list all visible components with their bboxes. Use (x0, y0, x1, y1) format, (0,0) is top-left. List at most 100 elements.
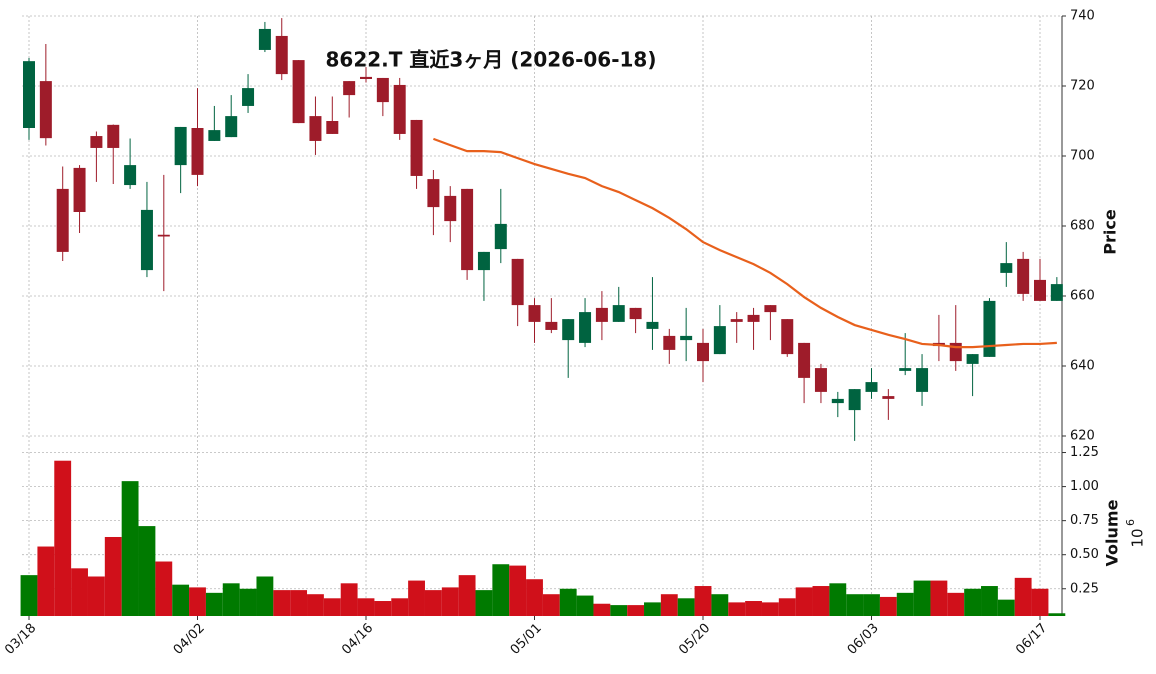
volume-bar (947, 592, 965, 616)
candle-body (343, 81, 356, 96)
offset-exponent: 6 (1124, 519, 1137, 526)
candle-body (393, 84, 406, 134)
candle-body (477, 251, 490, 271)
volume-bar (189, 587, 206, 616)
candle-body (562, 319, 575, 341)
volume-bar (981, 586, 998, 616)
candle-body (865, 382, 878, 392)
y-tick-label: 640 (1070, 359, 1095, 374)
candle-body (191, 128, 204, 175)
volume-bar (408, 580, 425, 616)
volume-bar (475, 590, 493, 616)
volume-bar (290, 590, 308, 616)
candle-body (680, 335, 693, 341)
candle-body (39, 81, 52, 139)
candle-body (292, 60, 305, 124)
candle-body (697, 342, 709, 362)
volume-bar (627, 605, 645, 616)
x-tick-label: 05/20 (676, 621, 713, 658)
candle-body (242, 88, 255, 106)
y-tick-label: 680 (1070, 219, 1095, 234)
candle-body (140, 209, 153, 271)
volume-bar (273, 590, 291, 616)
volume-bar (239, 588, 257, 616)
volume-bar (20, 575, 38, 616)
candle-body (747, 314, 760, 322)
candle-body (966, 354, 979, 364)
volume-bar (610, 605, 628, 616)
volume-bar (54, 460, 72, 616)
volume-bar (863, 594, 880, 616)
candle-body (781, 319, 794, 355)
candle-body (798, 342, 811, 378)
candle-body (90, 136, 103, 148)
candle-body (461, 188, 474, 271)
candle-body (882, 396, 895, 399)
candle-body (511, 258, 524, 306)
volume-bar (256, 576, 274, 616)
x-tick-label: 03/18 (2, 621, 39, 658)
candle-body (831, 398, 844, 404)
volume-bar (576, 595, 594, 616)
volume-bar (812, 586, 830, 616)
volume-bar (795, 587, 813, 616)
volume-bar (307, 594, 324, 616)
candle-body (427, 179, 440, 208)
candle-body (545, 321, 558, 330)
volume-bar (441, 587, 459, 616)
x-tick-label: 04/16 (339, 621, 376, 658)
y-tick-label: 1.00 (1070, 479, 1099, 494)
volume-bar (745, 601, 762, 616)
volume-bar (896, 592, 914, 616)
candle-body (730, 319, 743, 322)
volume-bar (71, 568, 88, 616)
volume-bar (492, 564, 510, 616)
volume-bar (677, 598, 695, 616)
candle-body (764, 305, 777, 313)
volume-bar (728, 602, 746, 616)
candle-body (899, 368, 912, 371)
y-tick-label: 620 (1070, 429, 1095, 444)
candle-body (1000, 263, 1013, 273)
y-tick-label: 0.75 (1070, 513, 1099, 528)
volume-bar (660, 594, 678, 616)
candle-body (494, 223, 507, 250)
x-tick-label: 04/02 (171, 621, 208, 658)
volume-bar (391, 598, 409, 616)
candle-body (73, 167, 86, 212)
axis-offset: 10 6 (1124, 519, 1147, 548)
candle-body (309, 116, 322, 141)
volume-bar (711, 594, 729, 616)
candle-body (360, 76, 372, 79)
candle-body (814, 368, 827, 392)
volume-bar (1014, 577, 1032, 616)
volume-bar (121, 481, 139, 616)
volume-bar (593, 603, 611, 616)
candle-body (174, 126, 187, 166)
volume-bar (829, 583, 847, 616)
volume-bar (155, 561, 173, 616)
candle-body (258, 28, 271, 50)
x-tick-label: 05/01 (508, 621, 545, 658)
volume-bar (644, 602, 661, 616)
candle-body (983, 300, 996, 357)
candle-body (376, 77, 389, 103)
y-tick-label: 0.25 (1070, 581, 1099, 596)
volume-bar (559, 588, 577, 616)
candle-body (848, 389, 861, 411)
volume-bar (323, 598, 341, 616)
candle-body (124, 165, 137, 186)
volume-bar (846, 594, 864, 616)
volume-bar (694, 586, 712, 616)
volume-bar (222, 583, 240, 616)
volume-bar (87, 576, 105, 616)
candle-body (410, 119, 423, 176)
candle-body (1034, 279, 1046, 301)
volume-bar (172, 584, 190, 616)
candle-body (713, 326, 726, 355)
x-tick-label: 06/03 (845, 621, 882, 658)
volume-bar (509, 565, 527, 616)
candle-body (23, 61, 35, 128)
volume-bar (458, 575, 476, 616)
